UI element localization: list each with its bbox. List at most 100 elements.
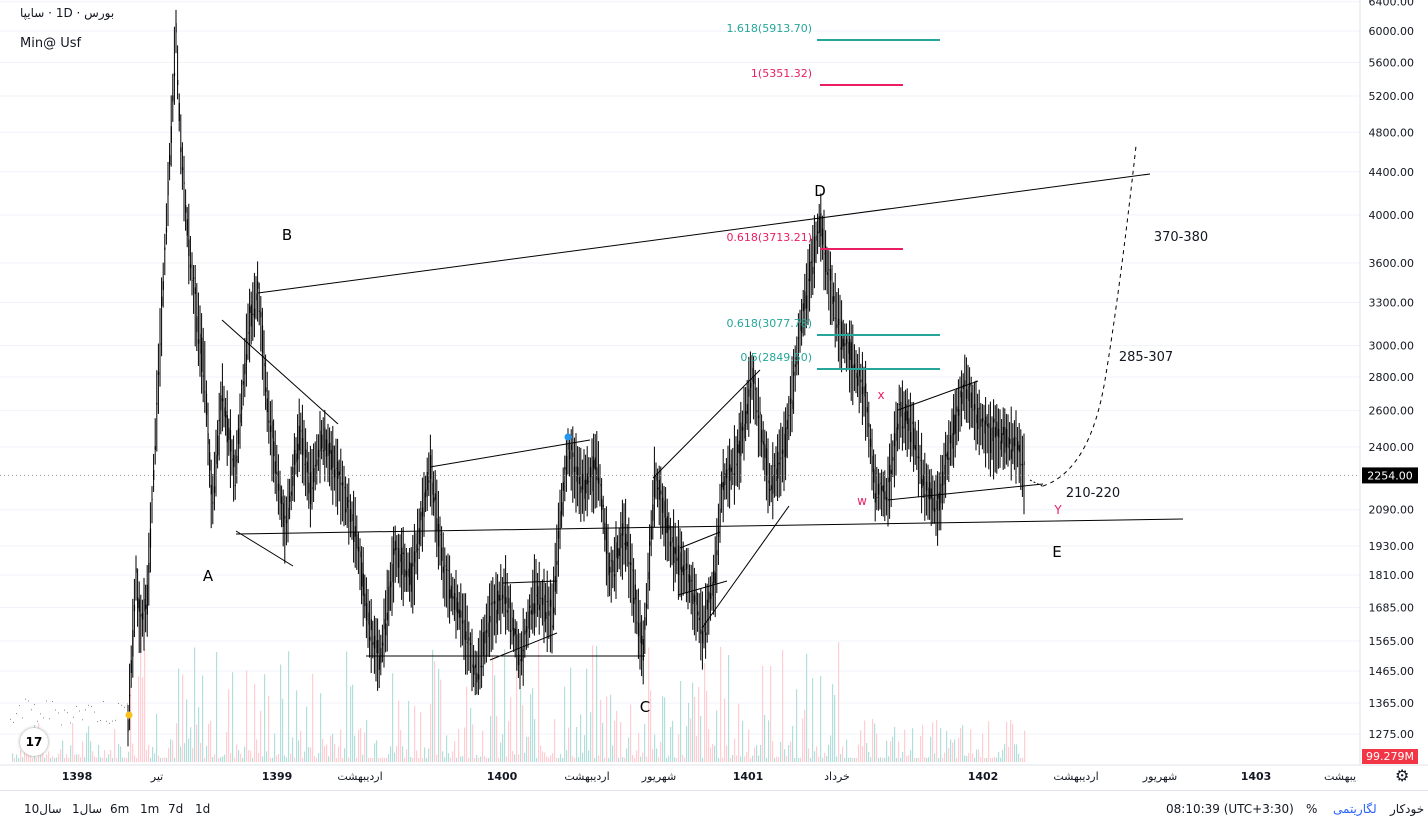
candle-body (473, 666, 475, 676)
volume-bar (50, 757, 52, 762)
candle-body (285, 519, 288, 524)
volume-bar (174, 757, 176, 762)
volume-bar (970, 729, 972, 762)
candle-body (863, 386, 865, 397)
volume-bar (258, 753, 260, 762)
candle-body (373, 635, 376, 649)
x-tick-label: 1400 (487, 770, 518, 783)
auto-toggle[interactable]: خودکار (1390, 802, 1425, 816)
volume-bar (776, 756, 778, 762)
volume-bar (398, 700, 400, 762)
candle-body (644, 617, 646, 630)
tradingview-logo-icon[interactable]: 17 (20, 728, 48, 756)
candle-body (706, 599, 708, 610)
candle-body (823, 253, 825, 255)
candle-body (311, 487, 313, 490)
volume-bar (262, 756, 264, 762)
candle-body (641, 635, 643, 645)
volume-bar (472, 724, 474, 762)
volume-bar (162, 757, 164, 762)
wave-label: D (814, 182, 826, 200)
yellow-marker-dot (125, 711, 133, 719)
range-1d[interactable]: 1d (195, 802, 211, 816)
percent-toggle[interactable]: % (1306, 802, 1318, 816)
candle-body (770, 485, 772, 490)
candle-body (469, 642, 472, 645)
x-tick-label: 1401 (733, 770, 764, 783)
candle-body (305, 449, 307, 458)
candle-body (748, 388, 750, 397)
volume-bar (676, 757, 678, 762)
candle-body (524, 630, 526, 635)
log-toggle[interactable]: لگاریتمی (1333, 802, 1377, 816)
volume-bar (244, 746, 246, 762)
candle-dot (94, 711, 95, 713)
volume-bar (996, 757, 998, 762)
candle-body (858, 369, 860, 377)
candle-body (545, 612, 547, 620)
y-tick-label: 3000.00 (1369, 340, 1415, 353)
candle-body (1021, 464, 1024, 466)
volume-bar (706, 690, 708, 762)
candle-body (569, 450, 571, 460)
volume-bar (746, 751, 748, 762)
volume-bar (362, 754, 364, 762)
candle-body (319, 430, 321, 452)
range-10y[interactable]: 10سال (24, 802, 62, 816)
volume-bar (756, 745, 758, 762)
volume-bar (176, 723, 178, 762)
volume-bar (184, 743, 186, 762)
candle-body (436, 518, 438, 531)
candle-body (916, 456, 918, 458)
volume-bar (624, 757, 626, 762)
candle-body (233, 454, 235, 468)
price-chart[interactable]: 6400.00 6000.00 5600.00 5200.00 4800.00 4400.… (0, 0, 1428, 790)
candle-body (143, 598, 145, 612)
candle-body (1004, 427, 1006, 453)
volume-bar (166, 757, 168, 762)
chart-legend: بورس · 1D · سایپا (20, 6, 115, 20)
volume-bar (368, 757, 370, 762)
volume-bar (26, 753, 28, 762)
x-tick-label: 1402 (968, 770, 999, 783)
candle-body (351, 514, 353, 521)
volume-bar (338, 746, 340, 762)
candle-body (869, 438, 872, 447)
candle-body (404, 569, 406, 577)
range-6m[interactable]: 6m (110, 802, 130, 816)
candle-body (348, 500, 350, 502)
volume-bar (754, 747, 756, 762)
volume-bar (336, 758, 338, 762)
candle-body (604, 522, 606, 540)
volume-bar (292, 737, 294, 762)
y-tick-label: 1365.00 (1369, 697, 1415, 710)
volume-bar (352, 684, 354, 762)
volume-bar (932, 722, 934, 762)
volume-bar (442, 751, 444, 762)
volume-bar (648, 647, 650, 762)
volume-bar (462, 756, 464, 762)
candle-body (322, 450, 324, 452)
volume-bar (400, 730, 402, 762)
volume-bar (394, 752, 396, 762)
candle-body (522, 650, 524, 652)
volume-bar (674, 757, 676, 762)
candle-body (993, 418, 995, 423)
candle-body (468, 637, 470, 641)
candle-body (917, 456, 920, 459)
candle-body (508, 597, 510, 608)
range-1m[interactable]: 1m (140, 802, 160, 816)
candle-body (167, 181, 169, 196)
range-1y[interactable]: 1سال (72, 802, 103, 816)
volume-bar (602, 722, 604, 762)
volume-bar (486, 757, 488, 762)
volume-bar (60, 749, 62, 762)
fib-level-label: 0.618(3713.21) (726, 231, 812, 244)
volume-bar (426, 757, 428, 762)
volume-bar (406, 749, 408, 762)
candle-body (953, 414, 955, 435)
volume-bar (328, 756, 330, 762)
range-7d[interactable]: 7d (168, 802, 184, 816)
volume-bar (828, 744, 830, 762)
volume-bar (620, 722, 622, 762)
